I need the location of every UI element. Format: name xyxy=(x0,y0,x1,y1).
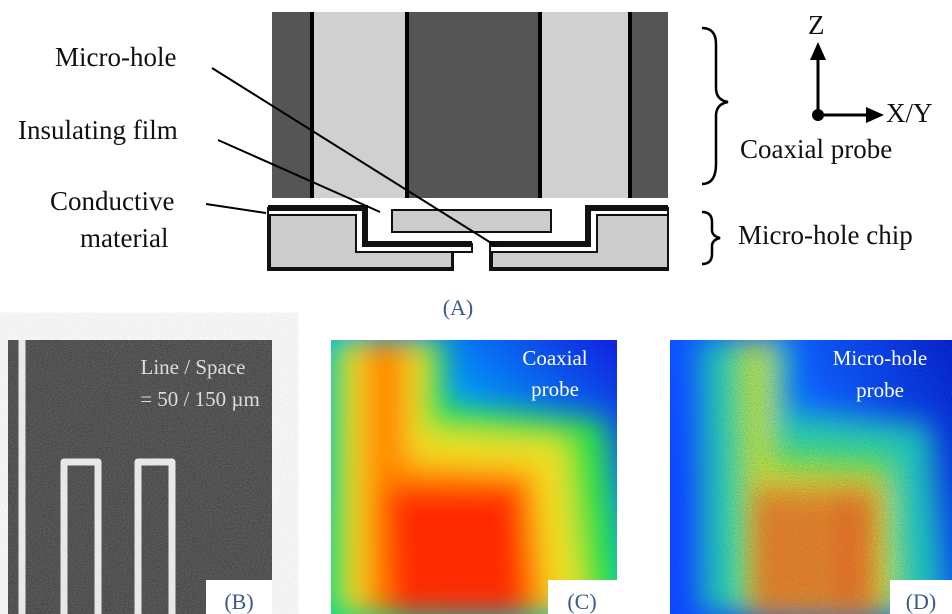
label: material xyxy=(80,223,168,253)
label: Conductive xyxy=(50,186,174,216)
annotation: Coaxial xyxy=(522,346,587,370)
annotation: Line / Space xyxy=(141,355,246,379)
label: Coaxial probe xyxy=(740,134,892,164)
annotation: = 50 / 150 µm xyxy=(140,387,260,411)
annotation: probe xyxy=(856,378,904,402)
axis-label: Z xyxy=(808,10,825,40)
figure: Micro-hole Insulating film Conductive ma… xyxy=(0,0,952,614)
heatmap xyxy=(331,340,625,614)
axes-icon xyxy=(810,42,884,123)
heatmap xyxy=(670,340,952,614)
axis-label: X/Y xyxy=(886,98,933,128)
micro-hole-chip-drawing xyxy=(268,208,668,270)
caption: (B) xyxy=(224,589,253,614)
coaxial-probe-drawing xyxy=(272,12,668,198)
annotation: Micro-hole xyxy=(833,346,927,370)
caption: (D) xyxy=(906,589,937,614)
annotation: probe xyxy=(531,377,579,401)
micrograph xyxy=(8,340,272,614)
label: Micro-hole chip xyxy=(738,220,913,250)
braces xyxy=(702,28,728,264)
label: Insulating film xyxy=(18,115,178,145)
caption: (C) xyxy=(567,589,596,614)
caption: (A) xyxy=(443,295,474,320)
label: Micro-hole xyxy=(55,42,176,72)
